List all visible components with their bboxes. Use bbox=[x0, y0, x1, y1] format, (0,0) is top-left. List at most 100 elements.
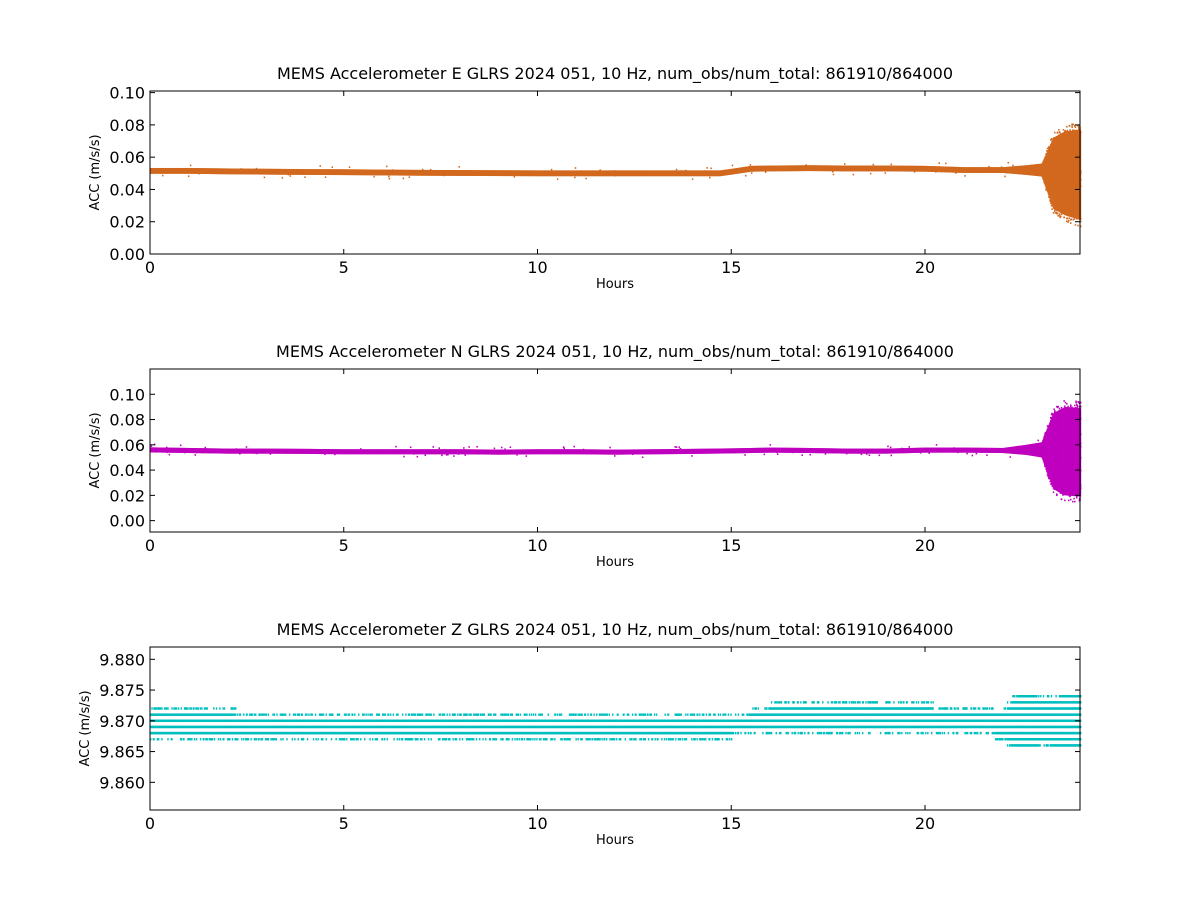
data-point bbox=[211, 448, 213, 454]
data-point bbox=[910, 447, 912, 454]
data-point bbox=[839, 448, 841, 454]
data-point bbox=[227, 168, 229, 175]
y-tick-label: 0.10 bbox=[109, 84, 145, 103]
data-point bbox=[1062, 132, 1064, 214]
data-point bbox=[655, 170, 658, 177]
data-point bbox=[706, 167, 708, 169]
data-point bbox=[477, 170, 479, 176]
data-point bbox=[785, 447, 787, 453]
data-point bbox=[776, 165, 779, 172]
data-point bbox=[667, 449, 670, 455]
data-point bbox=[204, 446, 207, 449]
data-point bbox=[929, 166, 931, 172]
data-point bbox=[552, 170, 554, 177]
data-point bbox=[324, 169, 327, 175]
data-point bbox=[173, 167, 175, 174]
data-point bbox=[735, 448, 737, 454]
data-point bbox=[792, 165, 795, 172]
data-point bbox=[174, 707, 176, 710]
data-point bbox=[161, 167, 164, 174]
data-point bbox=[865, 448, 868, 454]
data-point bbox=[314, 448, 316, 454]
data-point bbox=[338, 169, 340, 176]
data-point bbox=[681, 170, 683, 177]
data-point bbox=[225, 168, 227, 175]
data-point bbox=[555, 170, 557, 177]
data-point bbox=[814, 165, 816, 172]
data-point bbox=[961, 167, 963, 173]
data-point bbox=[602, 170, 604, 177]
data-point bbox=[957, 166, 959, 173]
data-point bbox=[267, 168, 269, 175]
data-point bbox=[294, 448, 296, 454]
data-point bbox=[341, 169, 343, 176]
data-point bbox=[1024, 444, 1027, 455]
data-point bbox=[789, 165, 791, 172]
data-point bbox=[267, 168, 269, 175]
data-point bbox=[999, 447, 1001, 453]
data-point bbox=[1074, 500, 1076, 503]
data-point bbox=[950, 447, 952, 453]
data-point bbox=[592, 449, 594, 455]
data-point bbox=[754, 165, 756, 172]
data-point bbox=[345, 169, 347, 176]
data-point bbox=[387, 169, 390, 176]
data-point bbox=[339, 449, 341, 455]
data-point bbox=[683, 448, 685, 454]
data-point bbox=[801, 447, 803, 453]
data-point bbox=[1020, 165, 1022, 175]
data-point bbox=[893, 448, 896, 454]
data-point bbox=[1056, 493, 1058, 495]
data-point bbox=[604, 170, 606, 177]
data-point bbox=[206, 448, 208, 454]
data-point bbox=[1018, 445, 1021, 455]
data-point bbox=[378, 169, 380, 176]
data-point bbox=[361, 169, 363, 176]
data-point bbox=[826, 448, 828, 454]
data-point bbox=[685, 448, 687, 454]
data-point bbox=[185, 447, 187, 453]
data-point bbox=[200, 448, 202, 454]
data-point bbox=[678, 170, 680, 177]
data-point bbox=[657, 170, 660, 177]
data-point bbox=[288, 168, 290, 175]
data-point bbox=[614, 449, 616, 455]
data-point bbox=[738, 167, 740, 174]
data-point bbox=[1016, 166, 1018, 175]
data-point bbox=[943, 166, 945, 173]
data-point bbox=[645, 170, 648, 177]
data-point bbox=[947, 166, 949, 173]
data-point bbox=[356, 169, 358, 176]
data-point bbox=[171, 738, 173, 741]
data-point bbox=[537, 170, 539, 177]
data-point bbox=[434, 449, 436, 455]
data-point bbox=[395, 445, 397, 448]
data-point bbox=[945, 166, 947, 173]
data-point bbox=[402, 449, 404, 455]
data-point bbox=[685, 448, 687, 454]
data-point bbox=[288, 448, 291, 454]
data-point bbox=[568, 449, 570, 455]
data-point bbox=[1054, 137, 1056, 210]
data-point bbox=[651, 170, 654, 177]
data-point bbox=[1034, 164, 1036, 176]
data-point bbox=[814, 448, 816, 454]
data-point bbox=[493, 449, 495, 455]
data-point bbox=[1069, 407, 1071, 496]
data-point bbox=[232, 168, 234, 175]
data-point bbox=[320, 449, 323, 455]
data-point bbox=[159, 167, 161, 174]
data-point bbox=[644, 170, 646, 177]
data-point bbox=[218, 168, 220, 175]
data-point bbox=[351, 169, 353, 176]
data-point bbox=[925, 165, 927, 172]
x-ticks: 0 5 10 15 20 bbox=[145, 369, 935, 555]
data-point bbox=[881, 165, 884, 172]
data-point bbox=[174, 447, 176, 453]
data-point bbox=[763, 453, 766, 456]
data-point bbox=[240, 448, 242, 454]
data-point bbox=[765, 165, 767, 172]
data-point bbox=[188, 167, 190, 174]
data-point bbox=[158, 167, 160, 174]
data-point bbox=[654, 170, 656, 177]
